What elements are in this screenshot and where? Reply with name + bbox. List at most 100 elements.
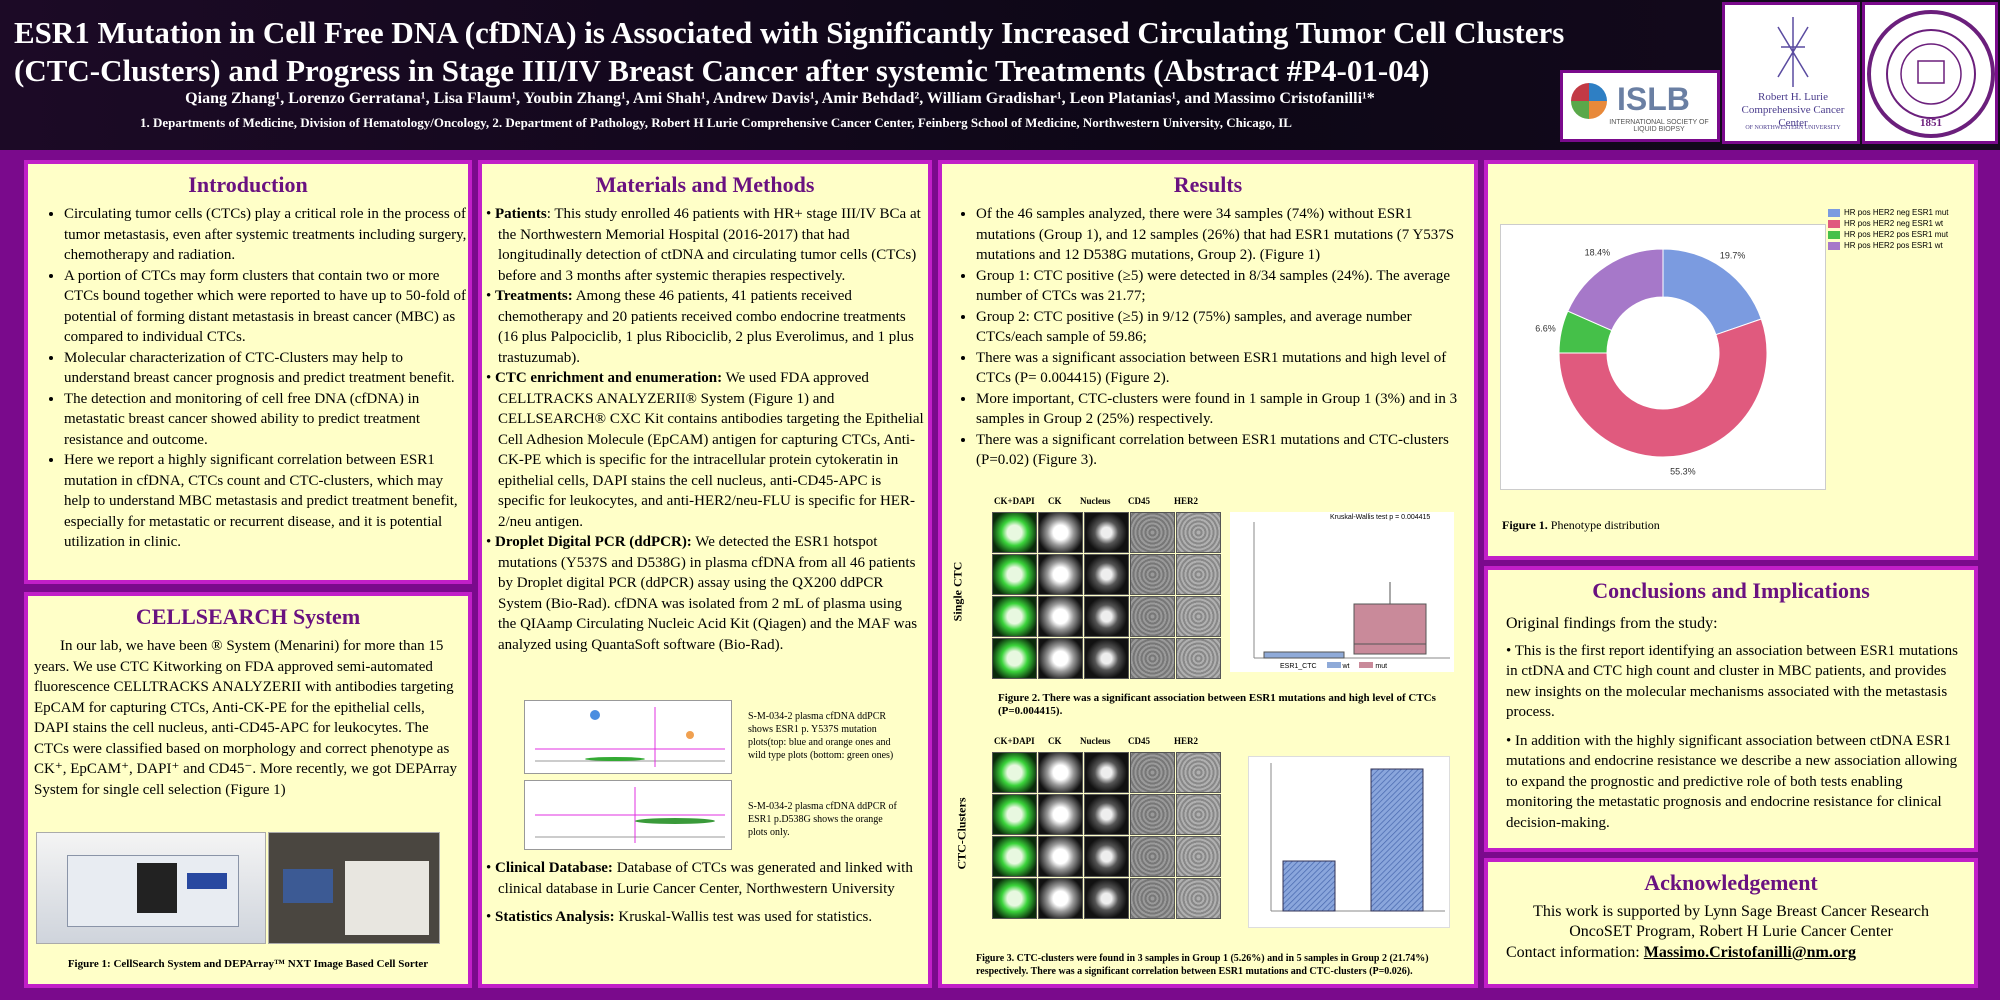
microscopy-cell-image	[1084, 752, 1129, 793]
single-ctc-figure: CK+DAPI CK Nucleus CD45 Single CTC	[950, 494, 1162, 690]
microscopy-cell-image	[1038, 794, 1083, 835]
lurie-subtitle: OF NORTHWESTERN UNIVERSITY	[1745, 125, 1841, 131]
lurie-emblem-icon	[1777, 17, 1809, 87]
row-label: Single CTC	[950, 561, 965, 622]
microscopy-cell-image	[1084, 836, 1129, 877]
deparray-photo	[268, 832, 440, 944]
microscopy-cell-image	[1130, 878, 1175, 919]
microscopy-cell-image	[1038, 596, 1083, 637]
legend-label: HR pos HER2 pos ESR1 wt	[1844, 241, 1943, 250]
microscopy-cell-image	[1176, 596, 1221, 637]
list-item: Here we report a highly significant corr…	[64, 450, 468, 553]
pie-slice-label: 19.7%	[1720, 250, 1746, 260]
legend-item: HR pos HER2 pos ESR1 wt	[1828, 241, 1974, 250]
legend-swatch	[1828, 219, 1840, 228]
seal-year: 1851	[1920, 117, 1942, 129]
microscopy-cell-image	[1176, 836, 1221, 877]
microscopy-cell-image	[992, 512, 1037, 553]
methods-title: Materials and Methods	[595, 172, 815, 197]
introduction-title: Introduction	[188, 172, 308, 197]
pie-slice	[1662, 248, 1762, 336]
methods-list: Patients: This study enrolled 46 patient…	[482, 204, 928, 655]
microscopy-cell-image	[992, 794, 1037, 835]
poster-header: ESR1 Mutation in Cell Free DNA (cfDNA) i…	[0, 0, 2000, 150]
pie-slice-label: 55.3%	[1670, 466, 1696, 476]
col-label: CK+DAPI	[994, 736, 1035, 746]
legend-label: HR pos HER2 neg ESR1 mut	[1844, 208, 1949, 217]
microscopy-cell-image	[1130, 794, 1175, 835]
list-item: Statistics Analysis: Kruskal-Wallis test…	[495, 907, 924, 928]
microscopy-cell-image	[1084, 794, 1129, 835]
microscopy-cell-image	[1130, 596, 1175, 637]
cellsearch-instrument-photo	[36, 832, 266, 944]
pie-slice	[1558, 318, 1768, 458]
microscopy-cell-image	[1084, 596, 1129, 637]
contact-email-link[interactable]: Massimo.Cristofanilli@nm.org	[1643, 944, 1856, 961]
phenotype-caption: Figure 1. Phenotype distribution	[1502, 518, 1660, 532]
boxplot-graphic	[1253, 522, 1450, 659]
conclusions-lead: Original findings from the study:	[1506, 615, 1718, 632]
microscopy-cell-image	[1176, 638, 1221, 679]
results-panel: Results Of the 46 samples analyzed, ther…	[938, 160, 1478, 988]
pie-chart-frame: 19.7% 55.3% 6.6% 18.4%	[1500, 224, 1826, 490]
row-label: CTC-Clusters	[954, 797, 969, 870]
islb-wordmark: ISLB	[1617, 81, 1690, 117]
list-item: Of the 46 samples analyzed, there were 3…	[976, 204, 1470, 266]
northwestern-seal: 1851	[1862, 2, 1998, 144]
microscopy-cell-image	[1038, 554, 1083, 595]
col-label: CK+DAPI	[994, 496, 1035, 506]
pie-legend: HR pos HER2 neg ESR1 mut HR pos HER2 neg …	[1828, 208, 1974, 252]
conclusions-title: Conclusions and Implications	[1592, 578, 1870, 603]
acknowledgement-title: Acknowledgement	[1644, 870, 1818, 895]
boxplot-figure: Kruskal-Wallis test p = 0.004415 ESR1_CT…	[1230, 512, 1454, 672]
legend-item: wt	[1342, 663, 1350, 670]
microscopy-cell-image	[1176, 794, 1221, 835]
microscopy-cell-image	[1084, 554, 1129, 595]
affiliations: 1. Departments of Medicine, Division of …	[140, 115, 1292, 130]
ddpcr-caption-top: S-M-034-2 plasma cfDNA ddPCR shows ESR1 …	[748, 711, 894, 761]
list-item: Treatments: Among these 46 patients, 41 …	[495, 286, 924, 368]
conclusions-panel: Conclusions and Implications Original fi…	[1484, 566, 1978, 852]
pie-slice-label: 18.4%	[1585, 247, 1611, 257]
microscopy-cell-image	[1176, 752, 1221, 793]
microscopy-cell-image	[1176, 878, 1221, 919]
microscopy-cell-image	[1038, 512, 1083, 553]
legend-item: HR pos HER2 neg ESR1 wt	[1828, 219, 1974, 228]
microscopy-cell-image	[992, 752, 1037, 793]
microscopy-cell-image	[1176, 512, 1221, 553]
methods-panel: Materials and Methods Patients: This stu…	[478, 160, 932, 988]
boxplot-legend: ESR1_CTC wt mut	[1280, 662, 1387, 670]
conclusion-item: • This is the first report identifying a…	[1506, 642, 1958, 721]
list-item: The detection and monitoring of cell fre…	[64, 389, 468, 451]
col-label: CD45	[1128, 736, 1150, 746]
list-item: More important, CTC-clusters were found …	[976, 389, 1470, 430]
legend-swatch	[1828, 241, 1840, 250]
col-label: Nucleus	[1080, 736, 1111, 746]
cluster-barchart-graphic	[1270, 763, 1445, 912]
islb-logo: ISLB INTERNATIONAL SOCIETY OF LIQUID BIO…	[1560, 70, 1720, 142]
ddpcr-plot-bottom	[524, 780, 732, 850]
list-item: Patients: This study enrolled 46 patient…	[495, 204, 924, 286]
microscopy-cell-image	[1084, 512, 1129, 553]
legend-item: HR pos HER2 pos ESR1 mut	[1828, 230, 1974, 239]
microscopy-cell-image	[1176, 554, 1221, 595]
legend-label: HR pos HER2 neg ESR1 wt	[1844, 219, 1944, 228]
legend-item: HR pos HER2 neg ESR1 mut	[1828, 208, 1974, 217]
col-label: HER2	[1174, 736, 1199, 746]
legend-swatch	[1828, 208, 1840, 217]
poster-title: ESR1 Mutation in Cell Free DNA (cfDNA) i…	[14, 15, 1565, 88]
author-list: Qiang Zhang¹, Lorenzo Gerratana¹, Lisa F…	[185, 90, 1375, 107]
legend-item: mut	[1375, 663, 1388, 670]
legend-label: HR pos HER2 pos ESR1 mut	[1844, 230, 1949, 239]
figure3-caption: Figure 3. CTC-clusters were found in 3 s…	[976, 953, 1429, 977]
acknowledgement-panel: Acknowledgement This work is supported b…	[1484, 858, 1978, 988]
results-title: Results	[1173, 172, 1243, 197]
islb-subtitle: INTERNATIONAL SOCIETY OF LIQUID BIOPSY	[1609, 119, 1709, 133]
results-list: Of the 46 samples analyzed, there were 3…	[942, 204, 1474, 471]
acknowledgement-text: This work is supported by Lynn Sage Brea…	[1533, 903, 1929, 940]
microscopy-cell-image	[1038, 752, 1083, 793]
phenotype-chart-panel: 19.7% 55.3% 6.6% 18.4% HR pos HER2 neg ESR1…	[1484, 160, 1978, 560]
list-item: Circulating tumor cells (CTCs) play a cr…	[64, 204, 468, 266]
list-item: Group 1: CTC positive (≥5) were detected…	[976, 266, 1470, 307]
col-label: CD45	[1128, 496, 1150, 506]
